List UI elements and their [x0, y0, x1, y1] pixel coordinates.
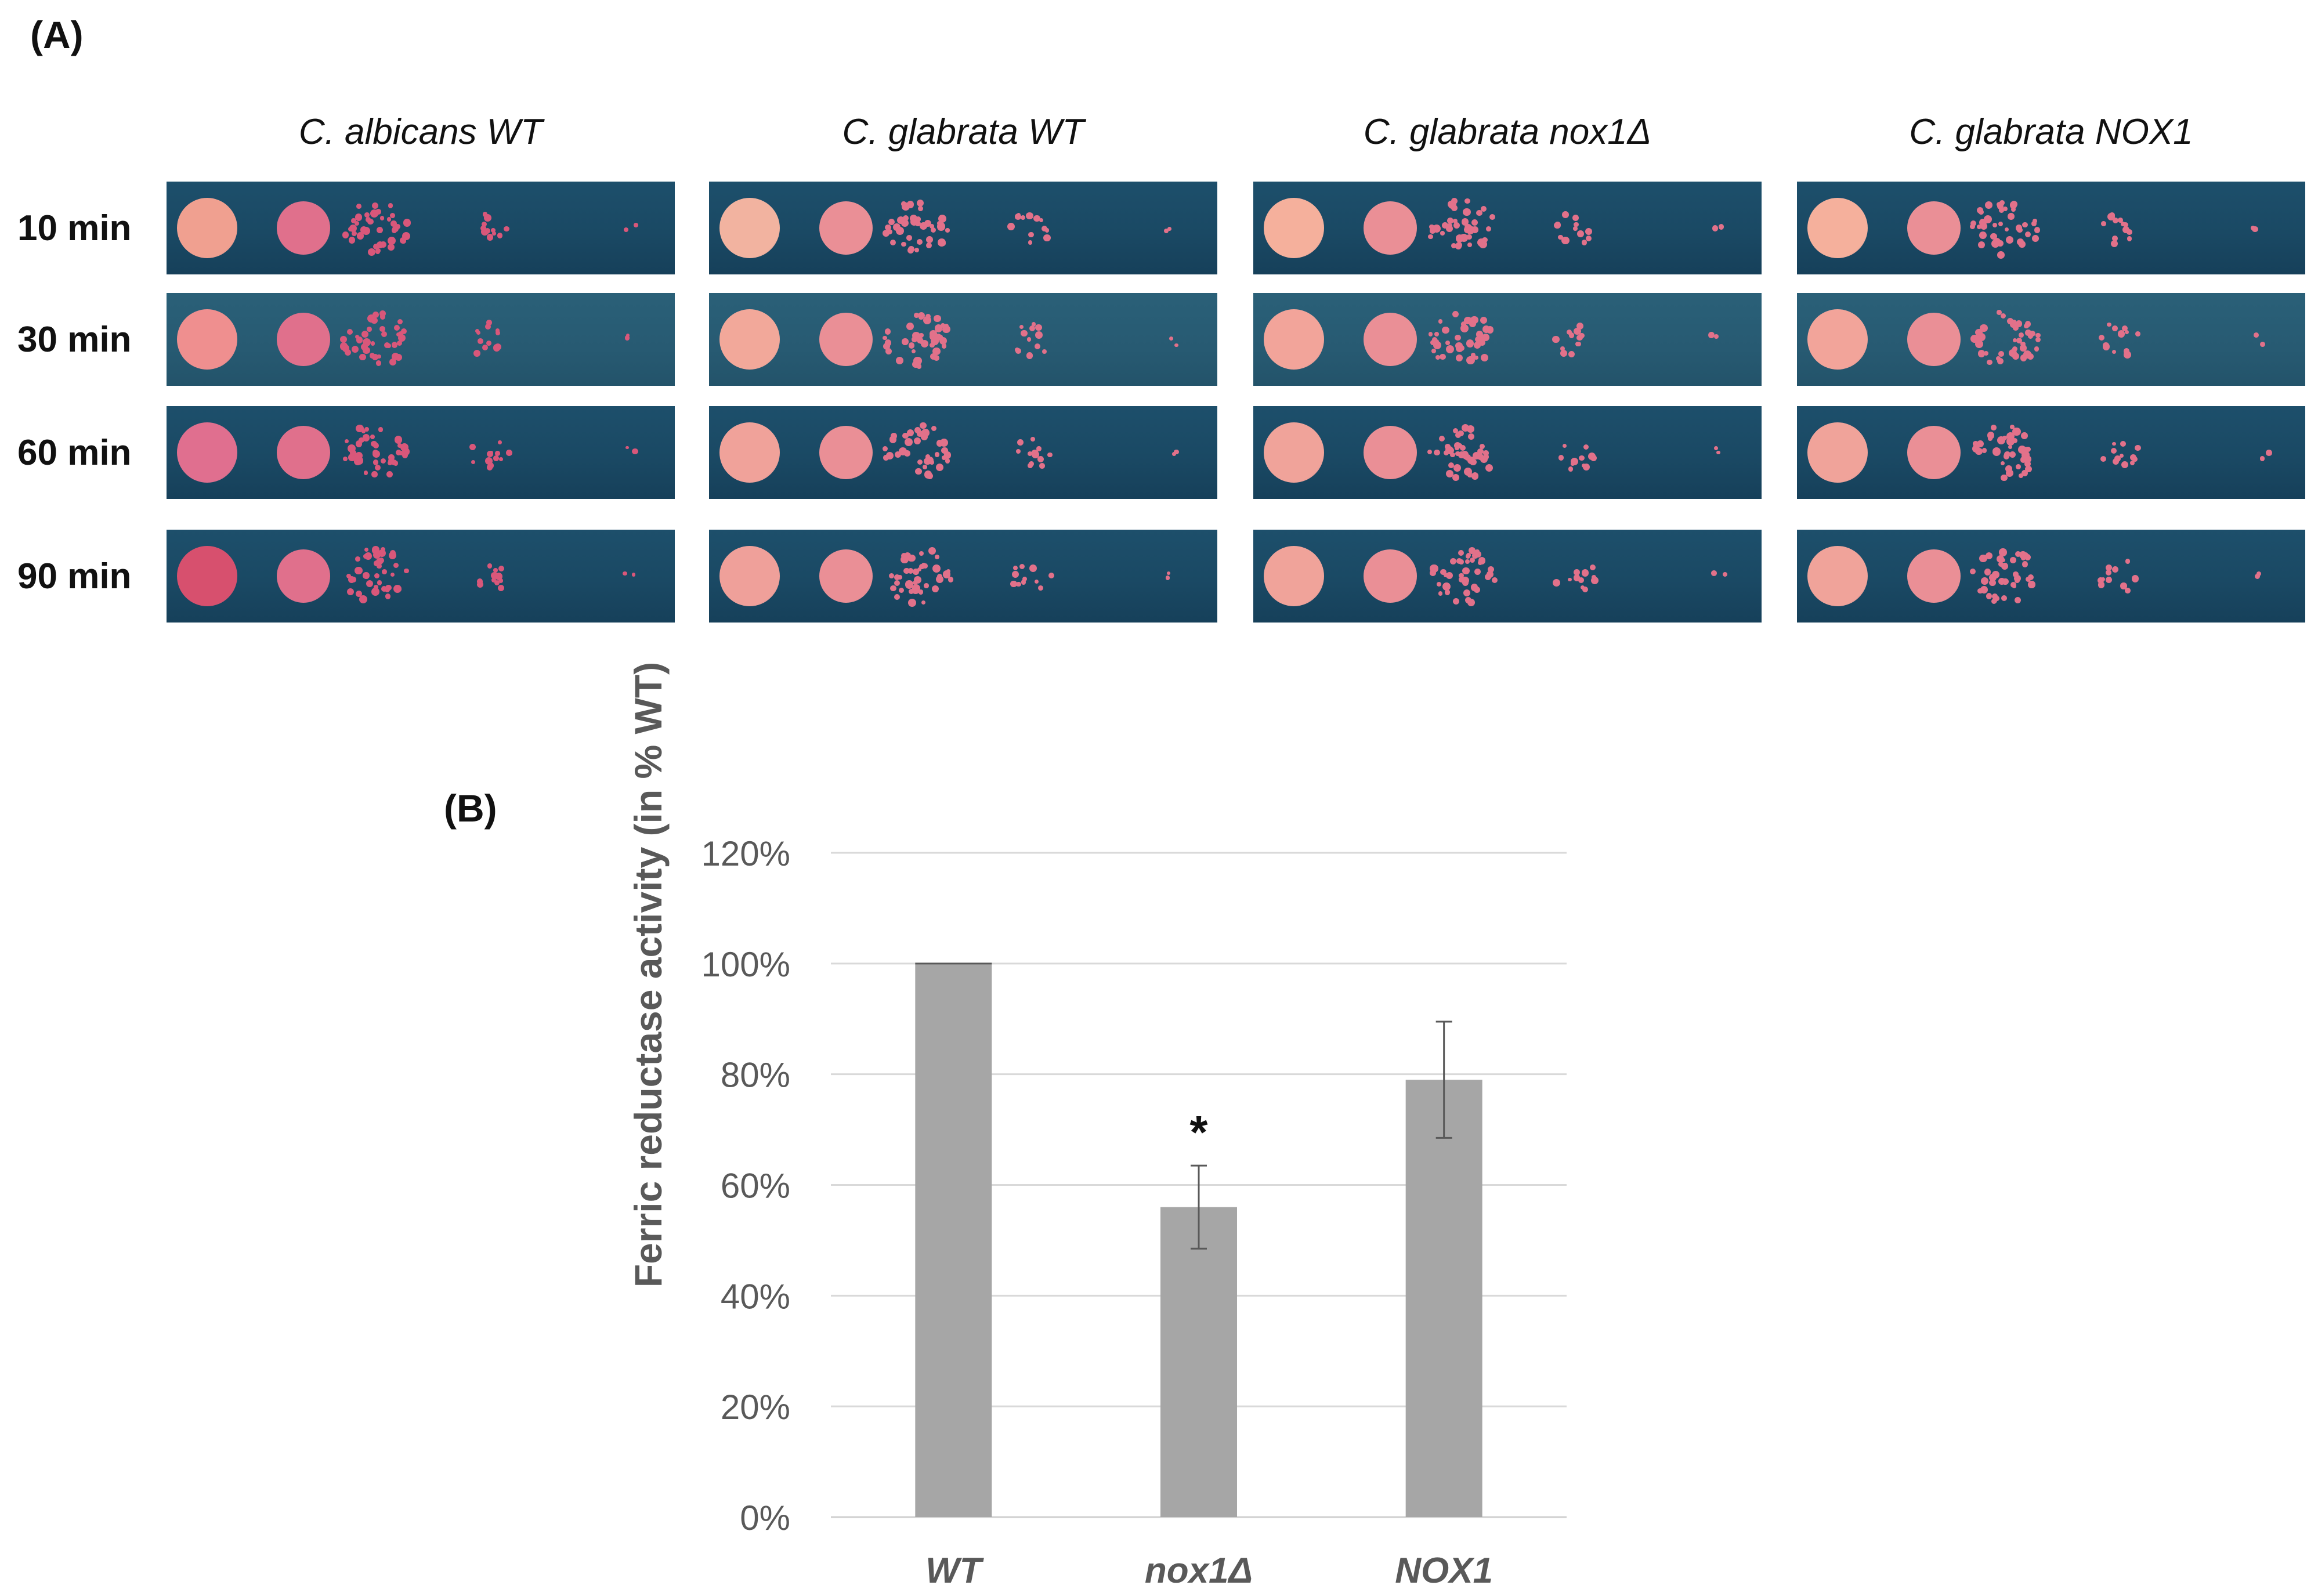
spot-plate-3-1 — [1253, 182, 1762, 274]
strain-header-3: C. glabrata nox1Δ — [1363, 112, 1652, 152]
bar-1 — [915, 963, 992, 1517]
colony-spot — [1907, 313, 1961, 366]
strain-header-4: C. glabrata NOX1 — [1909, 112, 2193, 152]
colony-spot — [1364, 549, 1417, 603]
colony-spot — [1807, 546, 1868, 606]
spot-plate-4-4 — [1797, 530, 2305, 623]
colony-spot — [1907, 426, 1961, 479]
spot-plate-3-4 — [1253, 530, 1762, 623]
y-axis-label: Ferric reductase activity (in % WT) — [627, 662, 670, 1287]
colony-spot — [719, 422, 780, 483]
spot-plate-2-2 — [709, 293, 1217, 386]
colony-spot — [277, 201, 330, 255]
panel-a-label: (A) — [30, 13, 84, 56]
spot-plate-1-1 — [167, 182, 675, 274]
x-tick-label: NOX1 — [1395, 1551, 1493, 1591]
colony-spot — [177, 309, 237, 370]
colony-spot — [177, 422, 237, 483]
x-tick-label: nox1Δ — [1145, 1551, 1253, 1591]
timepoint-label-3: 60 min — [17, 433, 132, 473]
strain-header-1: C. albicans WT — [298, 112, 543, 152]
spot-plate-1-4 — [167, 530, 675, 623]
colony-spot — [1264, 422, 1324, 483]
y-tick-label: 60% — [721, 1167, 790, 1206]
timepoint-label-1: 10 min — [17, 208, 132, 248]
colony-spot — [819, 426, 873, 479]
x-tick-label: WT — [925, 1551, 985, 1591]
spot-plate-3-2 — [1253, 293, 1762, 386]
timepoint-label-4: 90 min — [17, 556, 132, 596]
colony-spot — [819, 549, 873, 603]
colony-spot — [1807, 422, 1868, 483]
colony-spot — [1364, 313, 1417, 366]
colony-spot — [1264, 198, 1324, 258]
colony-spot — [1264, 546, 1324, 606]
y-tick-label: 100% — [701, 945, 790, 984]
colony-spot — [719, 198, 780, 258]
colony-spot — [1264, 309, 1324, 370]
colony-spot — [277, 426, 330, 479]
timepoint-label-2: 30 min — [17, 320, 132, 360]
significance-asterisk: * — [1189, 1106, 1208, 1158]
spot-plate-2-3 — [709, 406, 1217, 499]
y-tick-label: 80% — [721, 1056, 790, 1095]
spot-plate-4-1 — [1797, 182, 2305, 274]
bar-2 — [1160, 1207, 1237, 1517]
colony-spot — [719, 546, 780, 606]
y-tick-label: 40% — [721, 1277, 790, 1316]
colony-spot — [1907, 201, 1961, 255]
colony-spot — [277, 313, 330, 366]
y-tick-label: 0% — [740, 1499, 790, 1537]
colony-spot — [1364, 201, 1417, 255]
spot-plate-4-2 — [1797, 293, 2305, 386]
colony-spot — [819, 313, 873, 366]
spot-plate-4-3 — [1797, 406, 2305, 499]
colony-spot — [177, 198, 237, 258]
y-tick-label: 120% — [701, 834, 790, 873]
colony-spot — [177, 546, 237, 606]
colony-spot — [277, 549, 330, 603]
y-tick-label: 20% — [721, 1388, 790, 1427]
panel-b-label: (B) — [444, 787, 497, 830]
colony-spot — [819, 201, 873, 255]
colony-spot — [1807, 309, 1868, 370]
spot-plate-2-1 — [709, 182, 1217, 274]
strain-header-2: C. glabrata WT — [842, 112, 1084, 152]
colony-spot — [1364, 426, 1417, 479]
colony-spot — [1807, 198, 1868, 258]
colony-spot — [1907, 549, 1961, 603]
colony-spot — [719, 309, 780, 370]
spot-plate-1-2 — [167, 293, 675, 386]
spot-plate-1-3 — [167, 406, 675, 499]
spot-plate-3-3 — [1253, 406, 1762, 499]
spot-plate-2-4 — [709, 530, 1217, 623]
bar-3 — [1405, 1080, 1482, 1517]
